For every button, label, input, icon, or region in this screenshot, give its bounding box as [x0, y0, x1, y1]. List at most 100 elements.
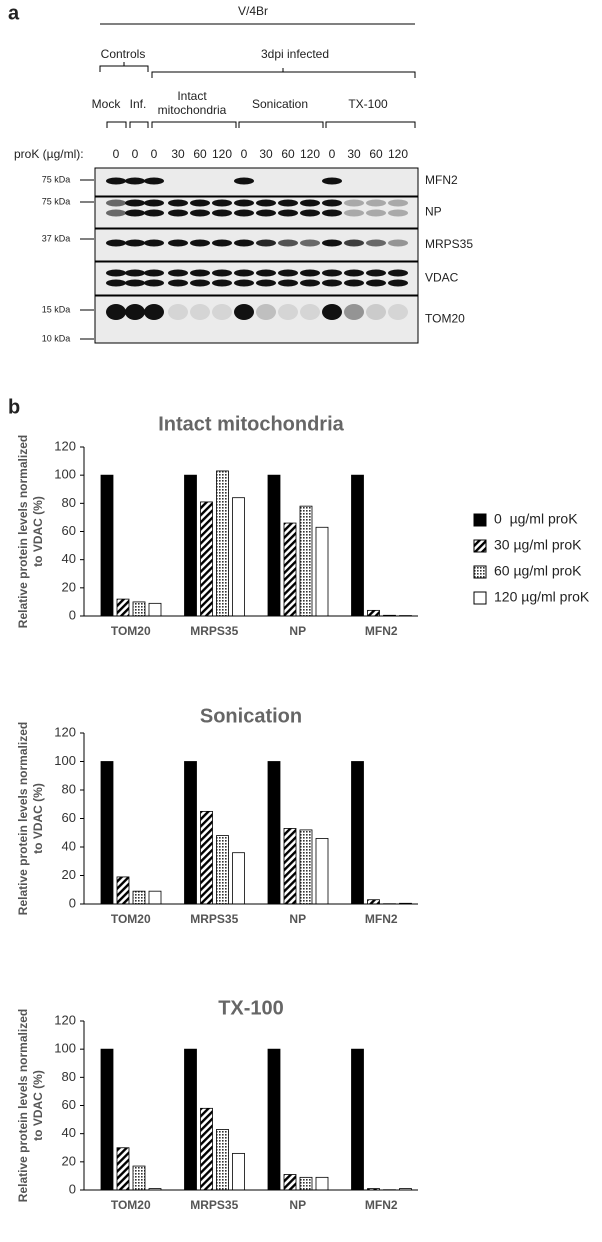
- band: [278, 279, 298, 287]
- bar: [267, 761, 281, 905]
- y-tick-label: 0: [69, 1181, 76, 1196]
- bracket: [99, 62, 416, 78]
- bar: [132, 890, 146, 905]
- band: [278, 304, 298, 320]
- legend-swatch: [473, 565, 487, 579]
- bar: [148, 602, 162, 617]
- band: [344, 269, 364, 277]
- y-tick-label: 120: [54, 438, 76, 453]
- band: [144, 177, 164, 185]
- bar: [216, 470, 229, 617]
- legend-label: 30 µg/ml proK: [494, 537, 582, 553]
- band: [366, 199, 386, 207]
- legend-swatch: [473, 513, 487, 527]
- band: [322, 279, 342, 287]
- bar: [100, 761, 114, 905]
- chart-title: Sonication: [200, 705, 302, 727]
- lane-label: 60: [193, 147, 207, 161]
- bar: [200, 810, 213, 905]
- x-tick-label: NP: [289, 1198, 306, 1212]
- band: [322, 239, 342, 247]
- band: [168, 209, 188, 217]
- band: [322, 199, 342, 207]
- band: [344, 279, 364, 287]
- band: [388, 279, 408, 287]
- y-tick-label: 0: [69, 895, 76, 910]
- band: [212, 269, 232, 277]
- band: [106, 304, 126, 320]
- bar: [100, 1048, 114, 1191]
- band: [212, 239, 232, 247]
- x-tick-label: MRPS35: [190, 624, 238, 638]
- band: [256, 209, 276, 217]
- band: [144, 209, 164, 217]
- x-tick-label: NP: [289, 624, 306, 638]
- legend-label: 60 µg/ml proK: [494, 563, 582, 579]
- y-tick-label: 100: [54, 1041, 76, 1056]
- bar: [367, 899, 380, 905]
- band: [234, 279, 254, 287]
- bar: [232, 497, 245, 617]
- legend-swatch: [473, 539, 487, 553]
- band: [388, 209, 408, 217]
- y-tick-label: 120: [54, 724, 76, 739]
- condition-label: Sonication: [252, 97, 308, 111]
- lane-label: 0: [329, 147, 336, 161]
- prok-label: proK (µg/ml):: [14, 147, 84, 161]
- y-tick-label: 120: [54, 1012, 76, 1027]
- band: [256, 239, 276, 247]
- y-tick-label: 40: [62, 1125, 76, 1140]
- band: [300, 269, 320, 277]
- band: [168, 304, 188, 320]
- bar: [184, 474, 197, 617]
- band: [125, 209, 145, 217]
- y-tick-label: 60: [62, 810, 76, 825]
- lane-label: 30: [347, 147, 361, 161]
- band: [256, 269, 276, 277]
- band: [144, 279, 164, 287]
- bar: [184, 1048, 197, 1191]
- condition-label: Intact: [177, 89, 207, 103]
- bar: [283, 522, 297, 617]
- band: [190, 304, 210, 320]
- band: [366, 279, 386, 287]
- bar: [283, 828, 297, 905]
- lane-label: 0: [241, 147, 248, 161]
- band: [300, 304, 320, 320]
- band: [168, 279, 188, 287]
- band: [278, 199, 298, 207]
- band: [388, 269, 408, 277]
- x-tick-label: TOM20: [111, 624, 151, 638]
- band: [125, 199, 145, 207]
- band: [344, 304, 364, 320]
- band: [278, 239, 298, 247]
- x-tick-label: TOM20: [111, 912, 151, 926]
- y-axis-label: to VDAC (%): [31, 783, 45, 854]
- band: [344, 199, 364, 207]
- chart-title: Intact mitochondria: [158, 413, 344, 435]
- band: [234, 209, 254, 217]
- band: [212, 209, 232, 217]
- band: [388, 199, 408, 207]
- band: [125, 279, 145, 287]
- bar: [315, 526, 329, 617]
- y-tick-label: 100: [54, 753, 76, 768]
- band: [144, 269, 164, 277]
- marker-label: 10 kDa: [42, 333, 71, 343]
- bar: [116, 876, 130, 905]
- band: [190, 269, 210, 277]
- marker-label: 15 kDa: [42, 304, 71, 314]
- bracket: [106, 121, 416, 128]
- band: [256, 279, 276, 287]
- band: [234, 269, 254, 277]
- band: [366, 209, 386, 217]
- panel-label: a: [8, 2, 20, 24]
- x-tick-label: TOM20: [111, 1198, 151, 1212]
- band: [388, 304, 408, 320]
- blot-strip: [94, 167, 419, 197]
- bar: [351, 761, 364, 905]
- protein-label: MFN2: [425, 173, 458, 187]
- condition-label: mitochondria: [158, 103, 227, 117]
- condition-label: Mock: [92, 97, 122, 111]
- bar: [351, 1048, 364, 1191]
